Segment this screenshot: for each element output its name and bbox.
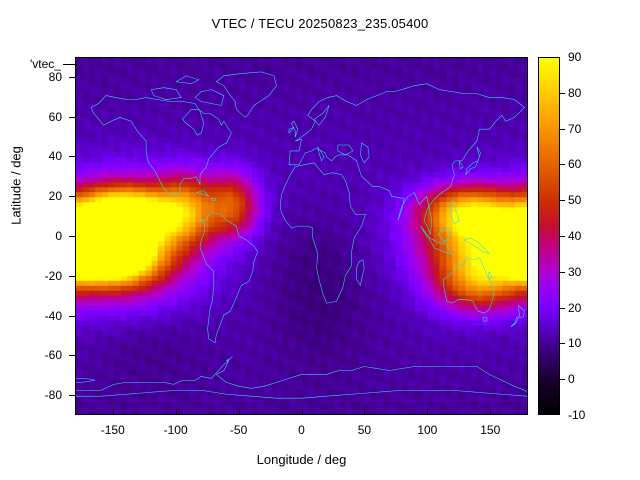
y-tick-label: -60 xyxy=(44,348,62,363)
coastline-path xyxy=(314,105,329,125)
colorbar-tick xyxy=(560,164,565,166)
colorbar-tick-label: 10 xyxy=(568,336,582,351)
coastline-path xyxy=(357,260,365,286)
coastline-path xyxy=(280,163,365,303)
y-tick-label: 80 xyxy=(48,69,62,84)
x-tick-label: -150 xyxy=(100,423,125,437)
vtec-heatmap xyxy=(76,58,527,414)
colorbar-tick xyxy=(560,307,565,309)
plot-area[interactable] xyxy=(75,57,528,415)
y-tick-label: -40 xyxy=(44,308,62,323)
y-tick-label: 40 xyxy=(48,149,62,164)
x-tick xyxy=(490,409,492,415)
coastline-path xyxy=(76,361,527,393)
coastline-path xyxy=(211,198,216,200)
colorbar-gradient xyxy=(539,58,559,414)
y-tick xyxy=(69,116,75,118)
y-tick xyxy=(69,395,75,397)
y-tick xyxy=(69,196,75,198)
colorbar-tick xyxy=(560,128,565,130)
coastline-path xyxy=(459,161,463,169)
y-axis-title: Latitude / deg xyxy=(8,146,24,225)
x-tick-label: 50 xyxy=(357,423,372,437)
coastline-path xyxy=(195,90,224,106)
y-tick-label: -20 xyxy=(44,268,62,283)
y-tick xyxy=(69,315,75,317)
y-tick xyxy=(69,355,75,357)
y-tick-label: -80 xyxy=(44,388,62,403)
x-tick xyxy=(238,409,240,415)
colorbar-tick xyxy=(560,343,565,345)
series-key-line xyxy=(62,64,79,66)
colorbar xyxy=(538,57,560,415)
coastline-path xyxy=(176,76,199,84)
x-tick xyxy=(301,409,303,415)
coastline-path xyxy=(421,226,452,254)
coastline-path xyxy=(200,212,258,343)
x-tick xyxy=(112,409,114,415)
coastline-path xyxy=(443,258,493,313)
colorbar-tick-label: 30 xyxy=(568,264,582,279)
x-tick xyxy=(364,409,366,415)
coastline-path xyxy=(91,96,231,195)
coastline-overlay xyxy=(76,58,527,414)
coastline-path xyxy=(438,228,449,242)
y-tick-label: 0 xyxy=(55,229,62,243)
coastline-path xyxy=(289,84,525,234)
x-tick xyxy=(175,409,177,415)
colorbar-tick xyxy=(560,236,565,237)
coastline-path xyxy=(291,121,297,137)
x-tick-label: 0 xyxy=(298,423,305,437)
colorbar-tick-label: 60 xyxy=(568,157,582,172)
y-tick xyxy=(69,275,75,277)
colorbar-tick xyxy=(560,200,565,202)
coastline-path xyxy=(511,305,525,327)
coastline-path xyxy=(226,357,232,361)
x-axis-title: Longitude / deg xyxy=(256,452,347,467)
coastline-path xyxy=(216,72,276,117)
coastline-path xyxy=(338,145,353,155)
colorbar-tick-label: 50 xyxy=(568,193,582,208)
y-tick xyxy=(69,76,75,78)
colorbar-tick-label: 70 xyxy=(568,121,582,136)
series-key-label: 'vtec_ xyxy=(30,57,61,71)
y-tick xyxy=(69,156,75,158)
coastline-path xyxy=(464,238,489,254)
coastline-path xyxy=(483,317,487,321)
coastline-path xyxy=(451,200,460,224)
y-tick-label: 20 xyxy=(48,189,62,204)
series-key: 'vtec_ xyxy=(30,58,79,70)
colorbar-tick-label: -10 xyxy=(568,408,586,422)
colorbar-tick-label: 80 xyxy=(568,85,582,100)
coastline-path xyxy=(151,88,181,100)
x-tick-label: -100 xyxy=(163,423,188,437)
y-tick xyxy=(69,236,75,237)
y-tick-label: 60 xyxy=(48,109,62,124)
page-title: VTEC / TECU 20250823_235.05400 xyxy=(211,16,429,31)
coastline-path xyxy=(196,191,209,197)
x-tick xyxy=(427,409,429,415)
colorbar-tick-label: 40 xyxy=(568,229,582,243)
colorbar-tick xyxy=(560,379,565,381)
coastline-path xyxy=(466,147,481,175)
coastline-path xyxy=(289,127,294,133)
colorbar-tick-label: 90 xyxy=(568,50,582,64)
x-tick-label: -50 xyxy=(229,423,248,437)
colorbar-tick-label: 20 xyxy=(568,300,582,315)
coastline-path xyxy=(360,143,369,163)
x-tick-label: 150 xyxy=(480,423,501,437)
coastline-path xyxy=(488,272,492,280)
colorbar-tick-label: 0 xyxy=(568,372,575,387)
coastline-path xyxy=(76,378,95,382)
x-tick-label: 100 xyxy=(417,423,438,437)
colorbar-tick xyxy=(560,271,565,273)
colorbar-tick xyxy=(560,92,565,94)
coastline-path xyxy=(76,390,527,398)
